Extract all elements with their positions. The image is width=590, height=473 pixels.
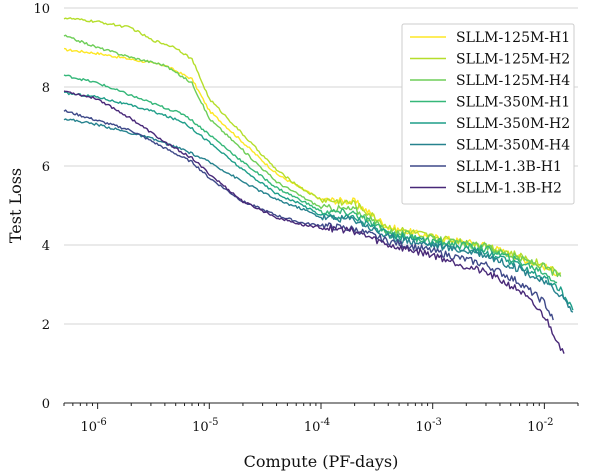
y-axis-title: Test Loss <box>6 168 25 243</box>
legend-entry: SLLM-1.3B-H1 <box>456 159 562 175</box>
y-tick-label: 10 <box>33 2 50 17</box>
y-tick-label: 4 <box>42 239 50 254</box>
legend-entry: SLLM-350M-H2 <box>456 116 570 132</box>
legend: SLLM-125M-H1 SLLM-125M-H2 SLLM-125M-H4 SLLM… <box>401 23 575 205</box>
series-line-sllm-1.3b-h1 <box>63 109 554 321</box>
legend-box <box>401 23 575 205</box>
legend-entry: SLLM-125M-H4 <box>456 73 570 89</box>
y-tick-label: 0 <box>42 397 50 412</box>
series-line-sllm-350m-h1 <box>63 74 558 284</box>
x-axis-title: Compute (PF-days) <box>244 452 399 471</box>
legend-entry: SLLM-350M-H1 <box>456 95 570 111</box>
axes: 0 2 4 6 8 10 10-6 10-5 10-4 10-3 10-2 <box>33 2 579 435</box>
x-tick-label: 10-5 <box>192 417 218 435</box>
series-line-sllm-350m-h4 <box>63 118 574 313</box>
legend-entry: SLLM-125M-H2 <box>456 52 570 68</box>
x-tick-label: 10-6 <box>80 417 106 435</box>
x-tick-label: 10-3 <box>416 417 442 435</box>
y-tick-label: 8 <box>42 81 50 96</box>
series-line-sllm-125m-h4 <box>63 34 562 278</box>
legend-entry: SLLM-125M-H1 <box>456 30 570 46</box>
y-tick-label: 6 <box>42 160 50 175</box>
legend-entry: SLLM-350M-H4 <box>456 138 570 154</box>
y-tick-label: 2 <box>42 318 50 333</box>
series-line-sllm-1.3b-h2 <box>63 90 565 354</box>
legend-entry: SLLM-1.3B-H2 <box>456 181 562 197</box>
x-tick-label: 10-4 <box>304 417 330 435</box>
series-lines <box>63 17 574 354</box>
x-tick-label: 10-2 <box>527 417 553 435</box>
